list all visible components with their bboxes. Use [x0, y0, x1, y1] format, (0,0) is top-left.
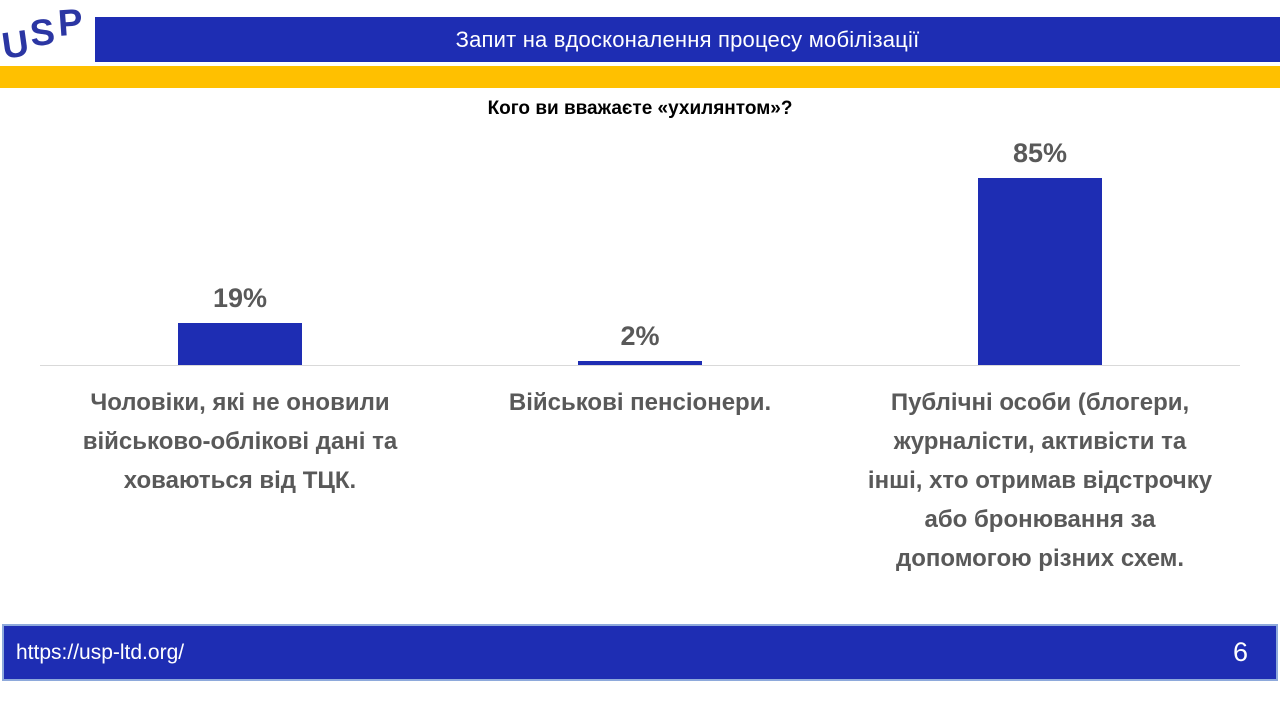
page-number: 6: [1232, 637, 1248, 667]
chart-title: Кого ви вважаєте «ухилянтом»?: [487, 98, 793, 119]
category-label: Військові пенсіонери.: [508, 389, 772, 416]
accent-stripe: [0, 66, 1280, 88]
logo-letter-s: S: [27, 10, 57, 55]
logo-letter-u: U: [0, 22, 32, 67]
footer-url[interactable]: https://usp-ltd.org/: [16, 640, 185, 664]
footer-bar: https://usp-ltd.org/ 6: [2, 624, 1278, 681]
bar-chart: 19% 2% 85%: [40, 130, 1240, 365]
category-label: Чоловіки, які не оновили військово-облік…: [82, 389, 398, 494]
bar: [978, 178, 1102, 365]
value-label: 2%: [620, 320, 660, 351]
bar-column: 85%: [840, 130, 1240, 365]
bar-column: 2%: [440, 130, 840, 365]
value-label: 85%: [1012, 138, 1068, 168]
logo-letter-p: P: [56, 1, 85, 44]
category-label: Публічні особи (блогери, журналісти, акт…: [867, 389, 1213, 572]
slide-title: Запит на вдосконалення процесу мобілізац…: [455, 26, 920, 52]
bar: [578, 360, 702, 365]
bar: [178, 323, 302, 365]
usp-logo: U S P: [0, 0, 95, 67]
category-labels-row: Чоловіки, які не оновили військово-облік…: [40, 383, 1240, 578]
bar-column: 19%: [40, 130, 440, 365]
value-label: 19%: [212, 283, 268, 314]
header-title-bar: Запит на вдосконалення процесу мобілізац…: [95, 17, 1280, 62]
chart-baseline: [40, 365, 1240, 366]
